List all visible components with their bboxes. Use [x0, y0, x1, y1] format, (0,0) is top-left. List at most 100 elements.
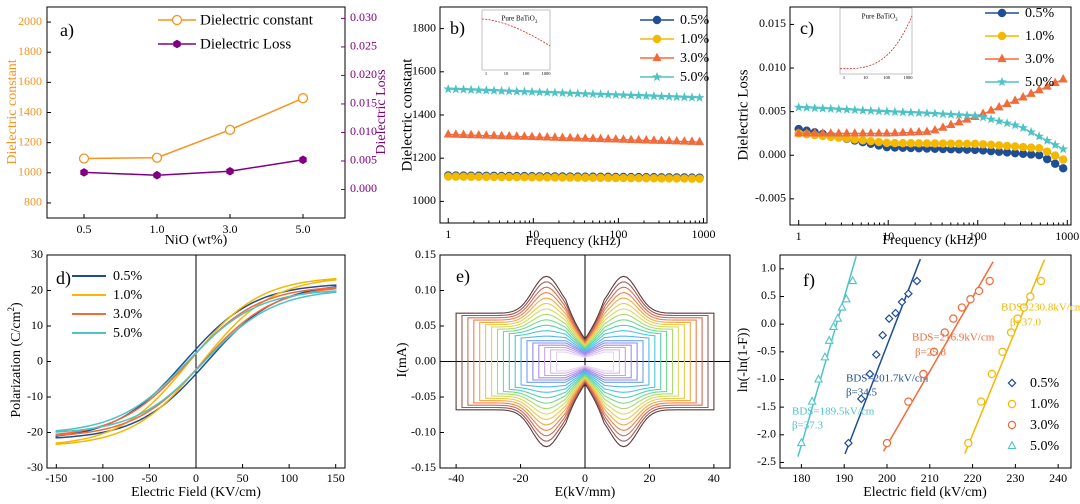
fit-line	[964, 259, 1046, 454]
data-point	[588, 133, 598, 142]
data-point	[897, 107, 908, 117]
x-axis-label: Frequency (kHz)	[882, 233, 978, 248]
data-point	[557, 87, 568, 98]
y-tick-label: 1400	[412, 107, 436, 121]
y-tick-label: 0.10	[415, 282, 436, 296]
legend-label: Dielectric constant	[200, 12, 314, 28]
data-point	[618, 89, 629, 100]
x-tick-label: 190	[835, 471, 853, 485]
data-point	[796, 437, 806, 447]
data-point	[841, 293, 851, 303]
data-point	[489, 130, 499, 139]
data-point	[504, 130, 514, 140]
data-point	[897, 297, 907, 307]
data-point	[873, 106, 884, 116]
data-point	[1026, 150, 1036, 159]
data-point	[603, 173, 613, 183]
x-axis-label: NiO (wt%)	[165, 233, 228, 248]
data-point	[489, 85, 499, 95]
data-point	[871, 350, 881, 360]
panel-label: a)	[60, 20, 74, 41]
data-point	[802, 128, 812, 137]
data-point	[1050, 151, 1060, 160]
current-loop	[496, 313, 674, 410]
inset-tick-label: 1	[843, 75, 845, 80]
bds-annotation: BDS=216.9kV/cm	[912, 332, 995, 344]
panel-d: -150 -100 -50 0 50 100 150-30-20-100102030Elec…	[6, 247, 346, 500]
data-point	[618, 134, 628, 143]
hysteresis-loop	[55, 277, 337, 446]
panel-f: 180 190 200 210 220 230 240 -2.5 -2.0 -1.5 -1.0 -0.…	[736, 254, 1080, 500]
panel-label: f)	[803, 270, 815, 291]
data-point	[985, 276, 994, 286]
legend-label: 1.0%	[1030, 397, 1060, 412]
data-point	[889, 106, 900, 117]
data-point	[930, 124, 940, 134]
data-point	[672, 135, 682, 145]
legend-marker	[1007, 420, 1017, 430]
data-point	[866, 128, 876, 137]
data-point	[619, 173, 628, 183]
data-point	[912, 276, 922, 286]
x-tick-label: 180	[792, 471, 810, 485]
data-point	[946, 119, 956, 129]
data-point	[1010, 120, 1020, 130]
data-point	[890, 127, 900, 137]
current-loop	[520, 335, 650, 388]
data-point	[844, 438, 853, 448]
y-tick-label-left: 1600	[18, 74, 42, 88]
data-point	[914, 126, 924, 136]
panel-label: d)	[56, 268, 71, 289]
data-point	[634, 173, 643, 183]
data-point	[466, 129, 476, 139]
data-point	[557, 132, 568, 141]
data-point	[824, 335, 834, 344]
legend-label: 1.0%	[680, 32, 710, 47]
data-point	[656, 91, 667, 101]
data-point	[481, 85, 492, 95]
data-point	[954, 109, 964, 120]
x-tick-label: 100	[280, 471, 298, 485]
panel-e: -40 -20 0 20 40 -0.15 -0.10 -0.05 0.00 0.05 0.10 0.…	[395, 247, 731, 500]
y-tick-label-left: 1200	[18, 134, 42, 148]
data-point	[929, 347, 939, 357]
legend-marker	[997, 31, 1007, 41]
y-axis-label-left: Dielectric constant	[5, 59, 20, 164]
y-tick-label: 0.005	[759, 103, 786, 117]
data-point	[80, 168, 88, 177]
bds-annotation: BDS=230.8kV/cm	[1001, 302, 1080, 314]
data-point	[874, 128, 884, 137]
data-point	[558, 173, 567, 182]
y-axis-label: Polarization (C/cm2)	[6, 302, 24, 418]
data-point	[878, 330, 888, 340]
data-point	[857, 105, 868, 115]
inset-tick-label: 100	[883, 75, 891, 80]
data-point	[496, 85, 507, 96]
data-point	[834, 128, 844, 137]
y-tick-label: -0.05	[411, 389, 436, 403]
data-point	[657, 174, 666, 183]
data-point	[534, 87, 545, 97]
data-point	[626, 134, 636, 144]
series-line	[798, 78, 1064, 135]
y-tick-label: -1.5	[757, 399, 776, 413]
data-point	[151, 152, 163, 163]
data-point	[565, 173, 575, 182]
panel-label: e)	[456, 266, 470, 287]
y-tick-label-right: 0.020	[350, 67, 377, 81]
data-point	[443, 129, 453, 138]
data-point	[850, 135, 859, 144]
data-point	[994, 141, 1004, 150]
y-tick-label: 1600	[412, 64, 436, 78]
inset-tick-label: 10	[504, 71, 509, 76]
x-tick-label: 10	[882, 229, 894, 243]
data-point	[1018, 122, 1029, 133]
y-tick-label: 0.00	[415, 353, 436, 367]
x-axis-label: Electric Field (KV/cm)	[131, 485, 261, 500]
data-point	[954, 139, 964, 148]
data-point	[874, 137, 884, 147]
data-point	[1034, 143, 1044, 153]
current-loop	[514, 330, 656, 393]
current-loop	[508, 324, 662, 399]
current-loop	[555, 351, 615, 372]
